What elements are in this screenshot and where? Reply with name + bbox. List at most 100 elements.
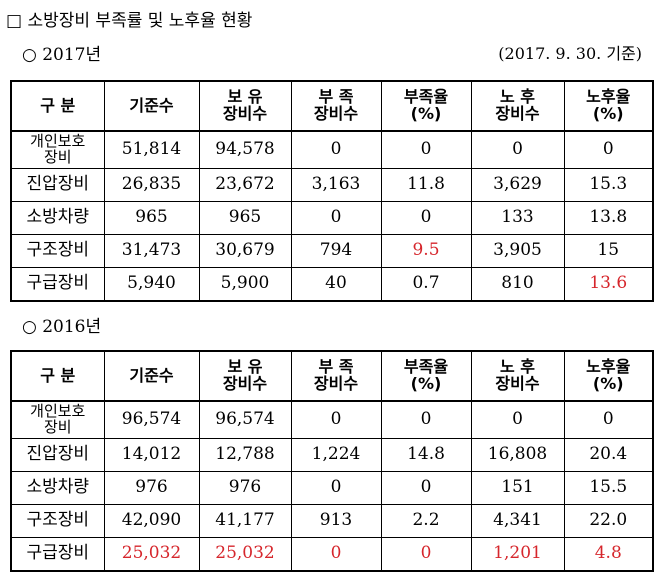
header-cell: 부족율 (%) — [380, 80, 472, 132]
row: 소방차량 976 976 0 0 151 15.5 — [10, 471, 654, 505]
row: 개인보호 장비 51,814 94,578 0 0 0 0 — [10, 130, 654, 169]
cell: 23,672 — [198, 168, 292, 202]
cell: 0 — [563, 400, 654, 439]
cell: 0 — [380, 537, 472, 572]
cell: 0 — [290, 130, 382, 169]
row-label: 진압장비 — [10, 168, 105, 202]
title: □ 소방장비 부족률 및 노후율 현황 — [6, 11, 253, 31]
header-cell: 부 족 장비수 — [290, 350, 382, 402]
header-cell: 보 유 장비수 — [198, 350, 292, 402]
cell: 965 — [103, 201, 200, 235]
cell: 0 — [290, 400, 382, 439]
cell: 5,900 — [198, 267, 292, 302]
row: 구급장비 25,032 25,032 0 0 1,201 4.8 — [10, 537, 654, 572]
cell: 5,940 — [103, 267, 200, 302]
header-cell: 보 유 장비수 — [198, 80, 292, 132]
cell: 4.8 — [563, 537, 654, 572]
row: 소방차량 965 965 0 0 133 13.8 — [10, 201, 654, 235]
cell: 40 — [290, 267, 382, 302]
header-row: 구 분 기준수 보 유 장비수 부 족 장비수 부족율 (%) 노 후 장비수 노후율 (%… — [10, 80, 654, 132]
row-label: 소방차량 — [10, 201, 105, 235]
row-label: 개인보호 장비 — [10, 130, 105, 169]
cell: 14.8 — [380, 438, 472, 472]
cell: 1,224 — [290, 438, 382, 472]
row: 개인보호 장비 96,574 96,574 0 0 0 0 — [10, 400, 654, 439]
cell: 12,788 — [198, 438, 292, 472]
cell: 51,814 — [103, 130, 200, 169]
cell: 0 — [380, 400, 472, 439]
cell: 151 — [470, 471, 565, 505]
cell: 794 — [290, 234, 382, 268]
cell: 1,201 — [470, 537, 565, 572]
row-label: 구급장비 — [10, 537, 105, 572]
cell: 3,629 — [470, 168, 565, 202]
note: (2017. 9. 30. 기준) — [498, 44, 642, 63]
cell: 0.7 — [380, 267, 472, 302]
header-row: 구 분 기준수 보 유 장비수 부 족 장비수 부족율 (%) 노 후 장비수 노후율 (%… — [10, 350, 654, 402]
cell: 94,578 — [198, 130, 292, 169]
cell: 0 — [290, 537, 382, 572]
cell: 810 — [470, 267, 565, 302]
row-label: 개인보호 장비 — [10, 400, 105, 439]
cell: 22.0 — [563, 504, 654, 538]
cell: 15.5 — [563, 471, 654, 505]
row-label: 구조장비 — [10, 234, 105, 268]
cell: 25,032 — [198, 537, 292, 572]
cell: 976 — [103, 471, 200, 505]
cell: 14,012 — [103, 438, 200, 472]
header-cell: 부 족 장비수 — [290, 80, 382, 132]
header-cell: 노후율 (%) — [563, 80, 654, 132]
header-cell: 노 후 장비수 — [470, 80, 565, 132]
cell: 20.4 — [563, 438, 654, 472]
cell: 965 — [198, 201, 292, 235]
table: 구 분 기준수 보 유 장비수 부 족 장비수 부족율 (%) 노 후 장비수 노후율 (%… — [10, 80, 654, 302]
section-heading: ○ 2016년 — [22, 317, 102, 337]
cell: 11.8 — [380, 168, 472, 202]
header-cell: 기준수 — [103, 80, 200, 132]
cell: 41,177 — [198, 504, 292, 538]
cell: 13.8 — [563, 201, 654, 235]
cell: 0 — [380, 201, 472, 235]
row-label: 소방차량 — [10, 471, 105, 505]
section-heading: ○ 2017년 — [22, 45, 102, 65]
row: 구조장비 31,473 30,679 794 9.5 3,905 15 — [10, 234, 654, 268]
row-label: 구급장비 — [10, 267, 105, 302]
row: 구조장비 42,090 41,177 913 2.2 4,341 22.0 — [10, 504, 654, 538]
row: 진압장비 14,012 12,788 1,224 14.8 16,808 20.4 — [10, 438, 654, 472]
cell: 133 — [470, 201, 565, 235]
row: 진압장비 26,835 23,672 3,163 11.8 3,629 15.3 — [10, 168, 654, 202]
cell: 976 — [198, 471, 292, 505]
row: 구급장비 5,940 5,900 40 0.7 810 13.6 — [10, 267, 654, 302]
cell: 15 — [563, 234, 654, 268]
cell: 96,574 — [103, 400, 200, 439]
cell: 0 — [380, 130, 472, 169]
cell: 0 — [470, 400, 565, 439]
header-cell: 노 후 장비수 — [470, 350, 565, 402]
cell: 0 — [380, 471, 472, 505]
cell: 15.3 — [563, 168, 654, 202]
cell: 13.6 — [563, 267, 654, 302]
cell: 96,574 — [198, 400, 292, 439]
cell: 4,341 — [470, 504, 565, 538]
header-cell: 기준수 — [103, 350, 200, 402]
header-cell: 구 분 — [10, 80, 105, 132]
cell: 0 — [563, 130, 654, 169]
cell: 9.5 — [380, 234, 472, 268]
cell: 0 — [290, 201, 382, 235]
cell: 913 — [290, 504, 382, 538]
table: 구 분 기준수 보 유 장비수 부 족 장비수 부족율 (%) 노 후 장비수 노후율 (%… — [10, 350, 654, 572]
row-label: 구조장비 — [10, 504, 105, 538]
cell: 25,032 — [103, 537, 200, 572]
header-cell: 구 분 — [10, 350, 105, 402]
cell: 0 — [290, 471, 382, 505]
header-cell: 노후율 (%) — [563, 350, 654, 402]
cell: 3,163 — [290, 168, 382, 202]
cell: 0 — [470, 130, 565, 169]
cell: 3,905 — [470, 234, 565, 268]
cell: 31,473 — [103, 234, 200, 268]
cell: 2.2 — [380, 504, 472, 538]
cell: 42,090 — [103, 504, 200, 538]
cell: 16,808 — [470, 438, 565, 472]
header-cell: 부족율 (%) — [380, 350, 472, 402]
